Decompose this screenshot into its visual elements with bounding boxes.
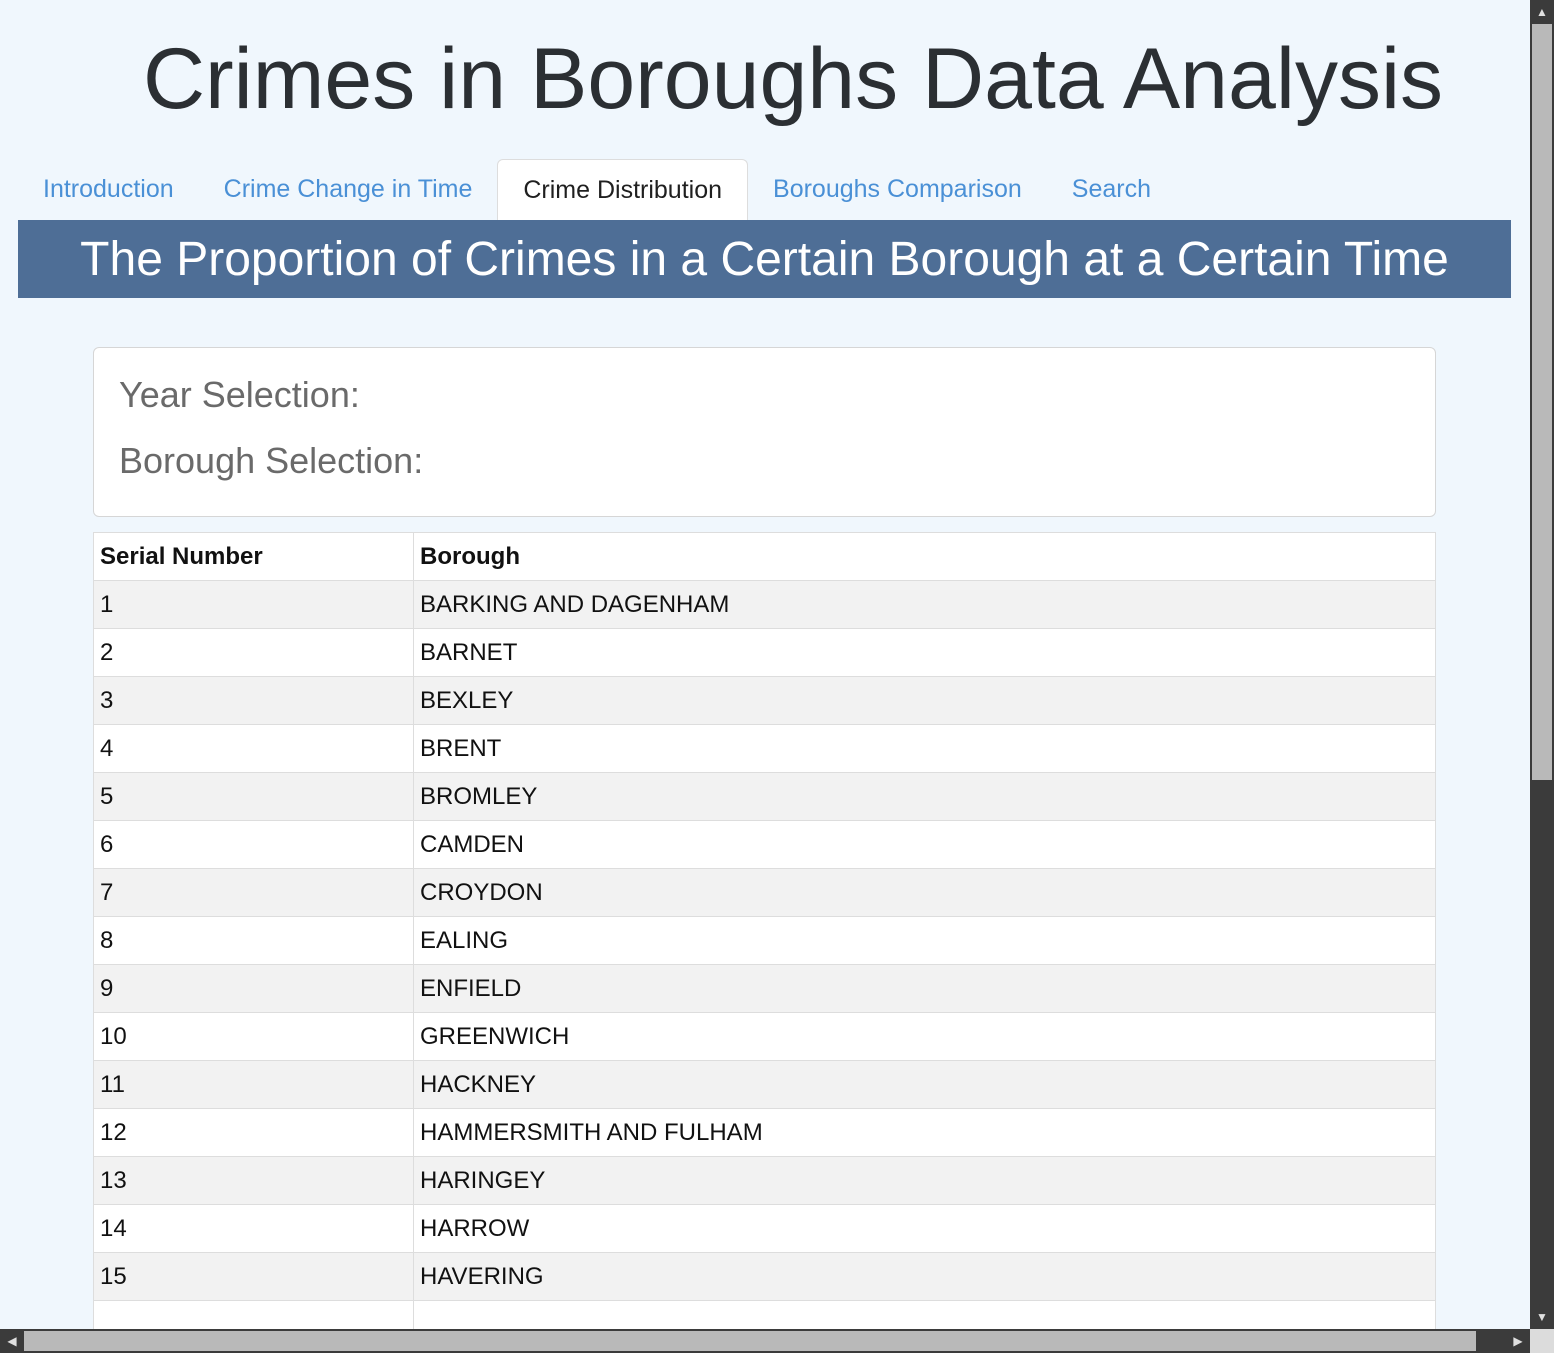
serial-cell: 10 [93,1012,414,1061]
table-row: 3 BEXLEY [93,676,1436,725]
borough-cell: ENFIELD [413,964,1436,1013]
vertical-scroll-thumb[interactable] [1532,24,1552,780]
serial-cell: 7 [93,868,414,917]
section-banner: The Proportion of Crimes in a Certain Bo… [18,220,1511,298]
table-row [93,1300,1436,1329]
serial-cell: 11 [93,1060,414,1109]
borough-cell: BARNET [413,628,1436,677]
table-row: 14 HARROW [93,1204,1436,1253]
borough-cell: CROYDON [413,868,1436,917]
borough-cell: BROMLEY [413,772,1436,821]
table-row: 12 HAMMERSMITH AND FULHAM [93,1108,1436,1157]
serial-cell: 9 [93,964,414,1013]
tab-crime-distribution[interactable]: Crime Distribution [497,159,749,220]
borough-cell [413,1300,1436,1329]
serial-cell: 13 [93,1156,414,1205]
serial-cell: 8 [93,916,414,965]
page-viewport: Crimes in Boroughs Data Analysis Introdu… [18,31,1511,1329]
year-selection-label: Year Selection: [119,374,360,415]
borough-cell: BEXLEY [413,676,1436,725]
serial-cell: 6 [93,820,414,869]
scroll-right-icon[interactable]: ▶ [1513,1334,1523,1348]
horizontal-scrollbar[interactable]: ◀ ▶ [0,1329,1530,1353]
serial-cell: 15 [93,1252,414,1301]
serial-cell: 4 [93,724,414,773]
scroll-down-icon[interactable]: ▼ [1536,1310,1548,1324]
tab-bar: Introduction Crime Change in Time Crime … [18,158,1176,220]
horizontal-scroll-thumb[interactable] [24,1331,1476,1351]
borough-selection-label: Borough Selection: [119,440,424,481]
vertical-scrollbar[interactable]: ▲ ▼ [1530,0,1554,1329]
borough-cell: HARINGEY [413,1156,1436,1205]
table-header-row: Serial Number Borough [93,532,1436,581]
table-row: 2 BARNET [93,628,1436,677]
borough-cell: GREENWICH [413,1012,1436,1061]
table-row: 1 BARKING AND DAGENHAM [93,580,1436,629]
borough-cell: BARKING AND DAGENHAM [413,580,1436,629]
scroll-up-icon[interactable]: ▲ [1536,5,1548,19]
app-title: Crimes in Boroughs Data Analysis [142,31,1444,127]
tab-crime-change-in-time[interactable]: Crime Change in Time [223,175,473,203]
scroll-left-icon[interactable]: ◀ [7,1334,17,1348]
borough-cell: HAMMERSMITH AND FULHAM [413,1108,1436,1157]
serial-cell: 3 [93,676,414,725]
serial-cell: 1 [93,580,414,629]
table-row: 11 HACKNEY [93,1060,1436,1109]
borough-cell: EALING [413,916,1436,965]
borough-cell: HAVERING [413,1252,1436,1301]
borough-cell: CAMDEN [413,820,1436,869]
column-header-serial-number[interactable]: Serial Number [93,532,414,581]
serial-cell: 12 [93,1108,414,1157]
serial-cell: 2 [93,628,414,677]
tab-boroughs-comparison[interactable]: Boroughs Comparison [773,175,1022,203]
serial-cell: 5 [93,772,414,821]
selection-panel: Year Selection: Borough Selection: [93,347,1436,517]
tab-introduction[interactable]: Introduction [43,175,174,203]
table-row: 4 BRENT [93,724,1436,773]
column-header-borough[interactable]: Borough [413,532,1436,581]
tab-search[interactable]: Search [1071,175,1151,203]
borough-cell: BRENT [413,724,1436,773]
borough-cell: HACKNEY [413,1060,1436,1109]
scrollbar-corner [1530,1329,1554,1353]
borough-cell: HARROW [413,1204,1436,1253]
table-row: 9 ENFIELD [93,964,1436,1013]
borough-table: Serial Number Borough 1 BARKING AND DAGEN… [93,532,1436,1329]
serial-cell: 14 [93,1204,414,1253]
table-row: 8 EALING [93,916,1436,965]
table-row: 7 CROYDON [93,868,1436,917]
serial-cell [93,1300,414,1329]
table-row: 10 GREENWICH [93,1012,1436,1061]
table-row: 13 HARINGEY [93,1156,1436,1205]
table-row: 15 HAVERING [93,1252,1436,1301]
table-row: 6 CAMDEN [93,820,1436,869]
table-row: 5 BROMLEY [93,772,1436,821]
